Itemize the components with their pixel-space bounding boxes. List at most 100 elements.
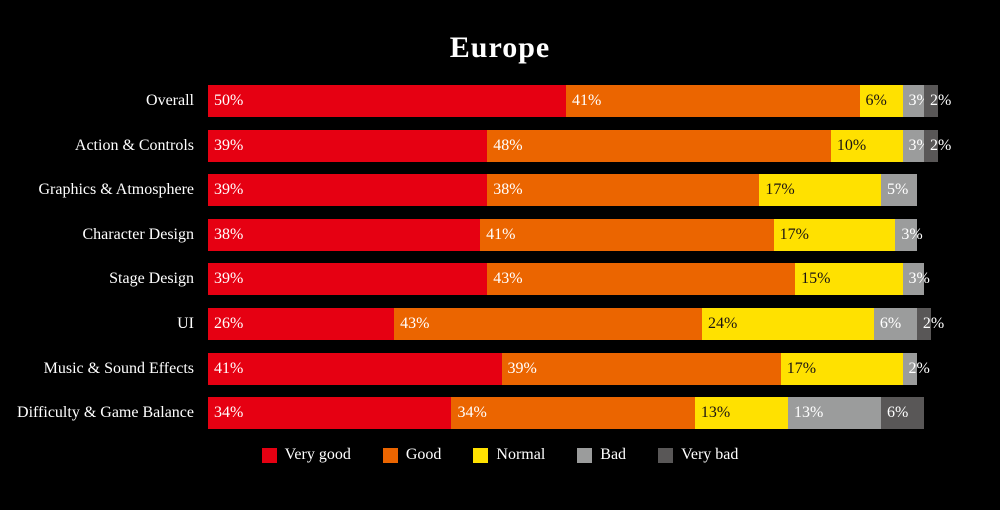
segment-value-label: 17% — [765, 181, 795, 198]
bar-segment-good: 38% — [487, 174, 760, 206]
bar-segment-very-good: 38% — [208, 219, 481, 251]
chart-row-character-design: Character Design 38% 41% 17% 3% — [0, 219, 1000, 251]
stacked-bar: 38% 41% 17% 3% — [208, 219, 923, 251]
segment-value-label: 43% — [493, 270, 523, 287]
segment-value-label: 5% — [887, 181, 909, 198]
legend-label: Bad — [600, 446, 627, 463]
bar-segment-bad: 6% — [873, 308, 917, 340]
bar-segment-very-good: 34% — [208, 397, 452, 429]
bar-segment-very-good: 26% — [208, 308, 395, 340]
stacked-bar: 39% 48% 10% 3% 2% — [208, 130, 951, 162]
segment-value-label: 24% — [708, 315, 738, 332]
bar-segment-good: 43% — [394, 308, 703, 340]
segment-value-label: 3% — [901, 226, 923, 243]
bar-segment-good: 48% — [487, 130, 831, 162]
bar-segment-good: 39% — [501, 353, 781, 385]
category-label: Difficulty & Game Balance — [17, 404, 194, 421]
segment-value-label: 2% — [922, 315, 945, 332]
segment-value-label: 39% — [214, 270, 244, 287]
stacked-bar: 50% 41% 6% 3% 2% — [208, 85, 951, 117]
stacked-bar: 39% 43% 15% 3% — [208, 263, 930, 295]
bar-segment-very-good: 39% — [208, 263, 488, 295]
segment-value-label: 10% — [836, 137, 867, 154]
bar-segment-good: 43% — [487, 263, 796, 295]
segment-value-label: 6% — [865, 92, 887, 109]
segment-value-label: 38% — [493, 181, 523, 198]
category-label: Overall — [146, 92, 194, 109]
legend-label: Very bad — [681, 446, 739, 463]
legend-swatch-very-bad — [658, 447, 674, 463]
segment-value-label: 39% — [214, 181, 244, 198]
chart-row-action-controls: Action & Controls 39% 48% 10% 3% 2% — [0, 130, 1000, 162]
legend-label: Normal — [496, 446, 546, 463]
bar-segment-very-bad: 2% — [916, 308, 944, 340]
bar-segment-very-bad: 6% — [881, 397, 924, 429]
legend-label: Very good — [284, 446, 351, 463]
bar-segment-bad: 3% — [895, 219, 923, 251]
chart-legend: Very good Good Normal Bad Very bad — [0, 447, 1000, 463]
legend-item-good: Good — [382, 446, 442, 463]
segment-value-label: 26% — [214, 315, 244, 332]
segment-value-label: 41% — [572, 92, 602, 109]
bar-segment-bad: 3% — [902, 263, 930, 295]
bar-segment-very-good: 39% — [208, 130, 488, 162]
chart-row-difficulty-game-balance: Difficulty & Game Balance 34% 34% 13% 13% 6% — [0, 397, 1000, 429]
segment-value-label: 2% — [929, 137, 952, 154]
segment-value-label: 2% — [929, 92, 952, 109]
segment-value-label: 38% — [214, 226, 244, 243]
bar-segment-good: 41% — [480, 219, 774, 251]
stacked-bar: 41% 39% 17% 2% — [208, 353, 930, 385]
category-label: Graphics & Atmosphere — [38, 181, 194, 198]
stacked-bar: 39% 38% 17% 5% — [208, 174, 917, 206]
segment-value-label: 50% — [214, 92, 244, 109]
segment-value-label: 43% — [400, 315, 430, 332]
category-label: Music & Sound Effects — [43, 360, 194, 377]
segment-value-label: 39% — [214, 137, 244, 154]
bar-segment-normal: 10% — [830, 130, 903, 162]
segment-value-label: 17% — [786, 360, 817, 377]
bar-segment-good: 34% — [451, 397, 695, 429]
segment-value-label: 41% — [486, 226, 516, 243]
segment-value-label: 2% — [908, 360, 930, 377]
chart-row-music-sound-effects: Music & Sound Effects 41% 39% 17% 2% — [0, 353, 1000, 385]
bar-segment-bad: 3% — [902, 130, 930, 162]
category-label: Character Design — [82, 226, 194, 243]
bar-segment-bad: 13% — [787, 397, 882, 429]
chart-row-graphics-atmosphere: Graphics & Atmosphere 39% 38% 17% 5% — [0, 174, 1000, 206]
bar-segment-normal: 17% — [780, 353, 903, 385]
segment-value-label: 34% — [457, 404, 487, 421]
segment-value-label: 13% — [700, 404, 731, 421]
legend-swatch-normal — [473, 447, 489, 463]
legend-item-normal: Normal — [473, 447, 545, 463]
segment-value-label: 39% — [507, 360, 537, 377]
bar-segment-very-good: 50% — [208, 85, 566, 117]
legend-swatch-very-good — [261, 447, 277, 463]
segment-value-label: 41% — [214, 360, 244, 377]
category-label: Stage Design — [109, 270, 194, 287]
segment-value-label: 3% — [908, 270, 930, 287]
bar-segment-normal: 15% — [795, 263, 903, 295]
legend-swatch-bad — [577, 447, 593, 463]
bar-segment-very-bad: 2% — [923, 85, 951, 117]
segment-value-label: 13% — [793, 404, 824, 421]
bar-segment-good: 41% — [566, 85, 860, 117]
bar-segment-very-good: 41% — [208, 353, 502, 385]
segment-value-label: 34% — [214, 404, 244, 421]
bar-segment-normal: 6% — [859, 85, 903, 117]
stacked-bar: 26% 43% 24% 6% 2% — [208, 308, 944, 340]
bar-segment-bad: 5% — [881, 174, 917, 206]
segment-value-label: 6% — [879, 315, 902, 332]
bar-segment-bad: 3% — [902, 85, 930, 117]
bar-segment-normal: 24% — [702, 308, 874, 340]
legend-label: Good — [405, 446, 442, 463]
category-label: UI — [177, 315, 194, 332]
legend-swatch-good — [382, 447, 398, 463]
chart-row-stage-design: Stage Design 39% 43% 15% 3% — [0, 263, 1000, 295]
legend-item-very-good: Very good — [261, 446, 351, 463]
bar-segment-very-good: 39% — [208, 174, 488, 206]
bar-segment-normal: 13% — [694, 397, 788, 429]
chart-row-ui: UI 26% 43% 24% 6% 2% — [0, 308, 1000, 340]
chart-row-overall: Overall 50% 41% 6% 3% 2% — [0, 85, 1000, 117]
bar-segment-normal: 17% — [773, 219, 896, 251]
